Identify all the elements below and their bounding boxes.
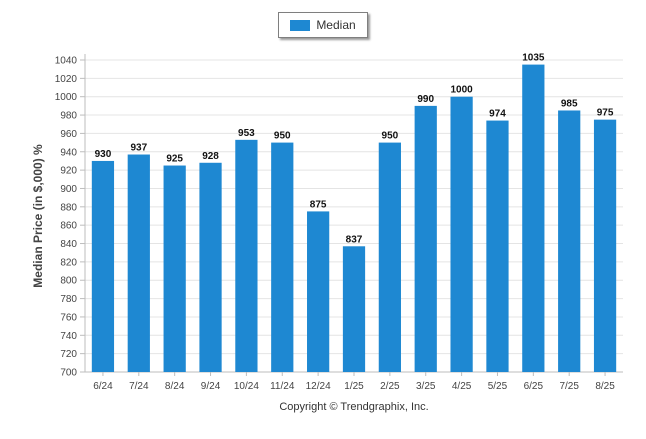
data-label: 937 — [130, 143, 147, 154]
bar — [378, 142, 401, 372]
x-tick-label: 7/25 — [559, 381, 579, 392]
legend-swatch — [290, 19, 311, 31]
x-tick-label: 6/25 — [524, 381, 544, 392]
x-tick-label: 8/25 — [595, 381, 615, 392]
y-tick-label: 740 — [60, 331, 77, 342]
bar — [163, 165, 186, 372]
data-label: 975 — [597, 108, 614, 119]
x-tick-label: 6/24 — [93, 381, 113, 392]
legend: Median — [278, 12, 368, 38]
y-tick-label: 780 — [60, 294, 77, 305]
y-tick-label: 1040 — [55, 56, 78, 67]
x-tick-label: 8/24 — [165, 381, 185, 392]
x-tick-label: 2/25 — [380, 381, 400, 392]
x-tick-label: 11/24 — [270, 381, 295, 392]
x-tick-label: 10/24 — [234, 381, 259, 392]
x-tick-label: 1/25 — [344, 381, 364, 392]
data-label: 875 — [310, 199, 327, 210]
bar — [450, 96, 473, 373]
y-tick-label: 1000 — [55, 92, 78, 103]
data-label: 985 — [561, 98, 578, 109]
y-tick-label: 940 — [60, 147, 77, 158]
data-label: 974 — [489, 109, 506, 120]
data-label: 1035 — [522, 53, 545, 64]
x-tick-label: 12/24 — [306, 381, 331, 392]
bar — [91, 160, 115, 372]
x-tick-label: 9/24 — [201, 381, 221, 392]
bar — [342, 246, 366, 372]
y-tick-label: 840 — [60, 239, 77, 250]
x-tick-label: 5/25 — [488, 381, 508, 392]
data-label: 950 — [382, 131, 399, 142]
bar — [522, 64, 545, 373]
x-tick-label: 4/25 — [452, 381, 472, 392]
y-axis-title: Median Price (in $,000) % — [31, 144, 45, 288]
y-tick-label: 820 — [60, 257, 77, 268]
data-label: 953 — [238, 128, 255, 139]
bar — [414, 105, 437, 372]
copyright-footer: Copyright © Trendgraphix, Inc. — [279, 401, 429, 413]
bar — [593, 119, 617, 372]
bar — [127, 154, 150, 372]
y-tick-label: 700 — [60, 368, 77, 379]
x-tick-label: 7/24 — [129, 381, 149, 392]
y-tick-label: 920 — [60, 166, 77, 177]
y-tick-label: 860 — [60, 221, 77, 232]
data-label: 930 — [95, 149, 112, 160]
legend-label: Median — [316, 18, 356, 32]
bar — [558, 110, 581, 373]
bar — [271, 142, 294, 372]
bar — [486, 120, 509, 373]
y-tick-label: 980 — [60, 111, 77, 122]
y-tick-label: 1020 — [55, 74, 78, 85]
data-label: 1000 — [450, 85, 473, 96]
bar — [199, 162, 222, 372]
y-tick-label: 880 — [60, 202, 77, 213]
data-label: 990 — [417, 94, 434, 105]
y-tick-label: 800 — [60, 276, 77, 287]
data-label: 925 — [166, 154, 183, 165]
data-label: 837 — [346, 234, 363, 245]
bar — [307, 211, 330, 372]
x-tick-label: 3/25 — [416, 381, 436, 392]
y-tick-label: 720 — [60, 349, 77, 360]
data-label: 928 — [202, 151, 219, 162]
y-tick-label: 960 — [60, 129, 77, 140]
data-label: 950 — [274, 131, 291, 142]
y-tick-label: 900 — [60, 184, 77, 195]
y-tick-label: 760 — [60, 312, 77, 323]
bar — [235, 139, 258, 372]
